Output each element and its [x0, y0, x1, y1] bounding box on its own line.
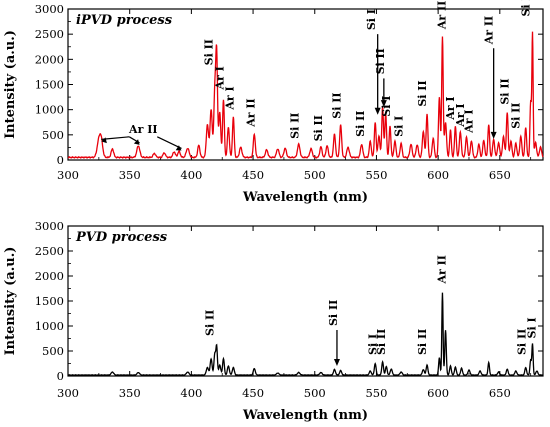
y-tick-label: 2000	[35, 269, 64, 283]
x-tick-label: 550	[365, 386, 387, 400]
axis-ticks: 300 350 400 450 500 550 600 650 0 500 1000 1500 2000…	[35, 2, 543, 182]
x-tick-label: 600	[427, 168, 449, 182]
peak-label: Si II	[312, 115, 325, 141]
peak-label: Ar II	[436, 1, 449, 30]
peak-label: Ar II	[436, 255, 449, 284]
y-axis-label: Intensity (a.u.)	[3, 247, 18, 356]
peak-label: Si I	[380, 96, 393, 117]
arrow-head	[380, 100, 387, 108]
x-tick-label: 500	[304, 168, 326, 182]
x-tick-label: 450	[242, 386, 264, 400]
y-tick-label: 1500	[35, 78, 64, 92]
peak-label: Ar I	[444, 96, 457, 120]
peak-label: Si I	[366, 334, 379, 355]
peak-label: Si I	[526, 317, 539, 338]
x-tick-label: 350	[119, 386, 141, 400]
x-tick-label: 650	[489, 168, 511, 182]
y-tick-label: 1000	[35, 319, 64, 333]
peak-label: Ar I	[454, 103, 467, 127]
peak-label: Si II	[374, 48, 387, 74]
x-tick-label: 500	[304, 386, 326, 400]
peak-label: Ar II	[244, 98, 257, 127]
y-tick-label: 0	[57, 153, 64, 167]
peak-label: Si II	[204, 310, 217, 336]
spectrum-line-ipvd	[67, 31, 544, 159]
x-tick-label: 600	[427, 386, 449, 400]
panel-title: PVD process	[75, 230, 168, 245]
group-label: Ar II	[128, 123, 157, 136]
y-tick-label: 1500	[35, 294, 64, 308]
peak-label: Ar I	[213, 66, 226, 90]
annotation-arrow	[101, 136, 130, 140]
y-tick-label: 0	[57, 369, 64, 383]
arrow-head	[101, 137, 107, 144]
peak-label: Ar I	[223, 86, 236, 110]
axis-ticks: 300 350 400 450 500 550 600 650 0 500 1000 1500 2000…	[35, 219, 543, 400]
x-axis-label: Wavelength (nm)	[242, 408, 368, 423]
arrow-head	[374, 107, 381, 115]
y-tick-label: 500	[42, 128, 64, 142]
peak-label: Si II	[331, 92, 344, 118]
x-tick-label: 650	[489, 386, 511, 400]
y-tick-label: 2500	[35, 244, 64, 258]
peak-label: Si II	[327, 300, 340, 326]
peak-label: Si II	[202, 39, 215, 65]
plot-frame	[67, 8, 544, 161]
y-tick-label: 500	[42, 344, 64, 358]
x-tick-label: 300	[57, 168, 79, 182]
spectrum-line-pvd	[67, 292, 544, 376]
x-tick-label: 400	[180, 386, 202, 400]
peak-label: Si I	[519, 0, 532, 17]
peak-label: Si II	[416, 329, 429, 355]
x-tick-label: 350	[119, 168, 141, 182]
arrow-head	[490, 131, 497, 139]
panel-title: iPVD process	[76, 13, 173, 28]
y-tick-label: 2500	[35, 27, 64, 41]
arrow-head	[333, 359, 340, 366]
y-tick-label: 1000	[35, 103, 64, 117]
y-tick-label: 3000	[35, 219, 64, 233]
x-tick-label: 550	[365, 168, 387, 182]
x-tick-label: 300	[57, 386, 79, 400]
peak-label: Si II	[375, 329, 388, 355]
peak-label: Si I	[392, 116, 405, 137]
arrow-head	[133, 139, 140, 145]
annotation-arrow	[157, 136, 182, 149]
peak-label: Si I	[365, 9, 378, 30]
ipvd-panel: iPVD process Intensity (a.u.) Wavelength…	[3, 0, 544, 205]
arrow-head	[175, 145, 182, 151]
peak-label: Si II	[498, 78, 511, 104]
y-axis-label: Intensity (a.u.)	[3, 30, 18, 139]
peak-label: Ar II	[482, 16, 495, 45]
peak-label: Si II	[289, 113, 302, 139]
y-tick-label: 3000	[35, 2, 64, 16]
x-axis-label: Wavelength (nm)	[242, 190, 368, 205]
peak-label: Si II	[416, 80, 429, 106]
pvd-panel: PVD process Intensity (a.u.) Wavelength …	[3, 219, 544, 423]
peak-label: Ar I	[463, 110, 476, 134]
peak-label: Si II	[354, 111, 367, 137]
x-tick-label: 450	[242, 168, 264, 182]
peak-label: Si II	[516, 329, 529, 355]
x-tick-label: 400	[180, 168, 202, 182]
plot-frame	[67, 225, 544, 377]
peak-label: Si II	[510, 103, 523, 129]
y-tick-label: 2000	[35, 52, 64, 66]
